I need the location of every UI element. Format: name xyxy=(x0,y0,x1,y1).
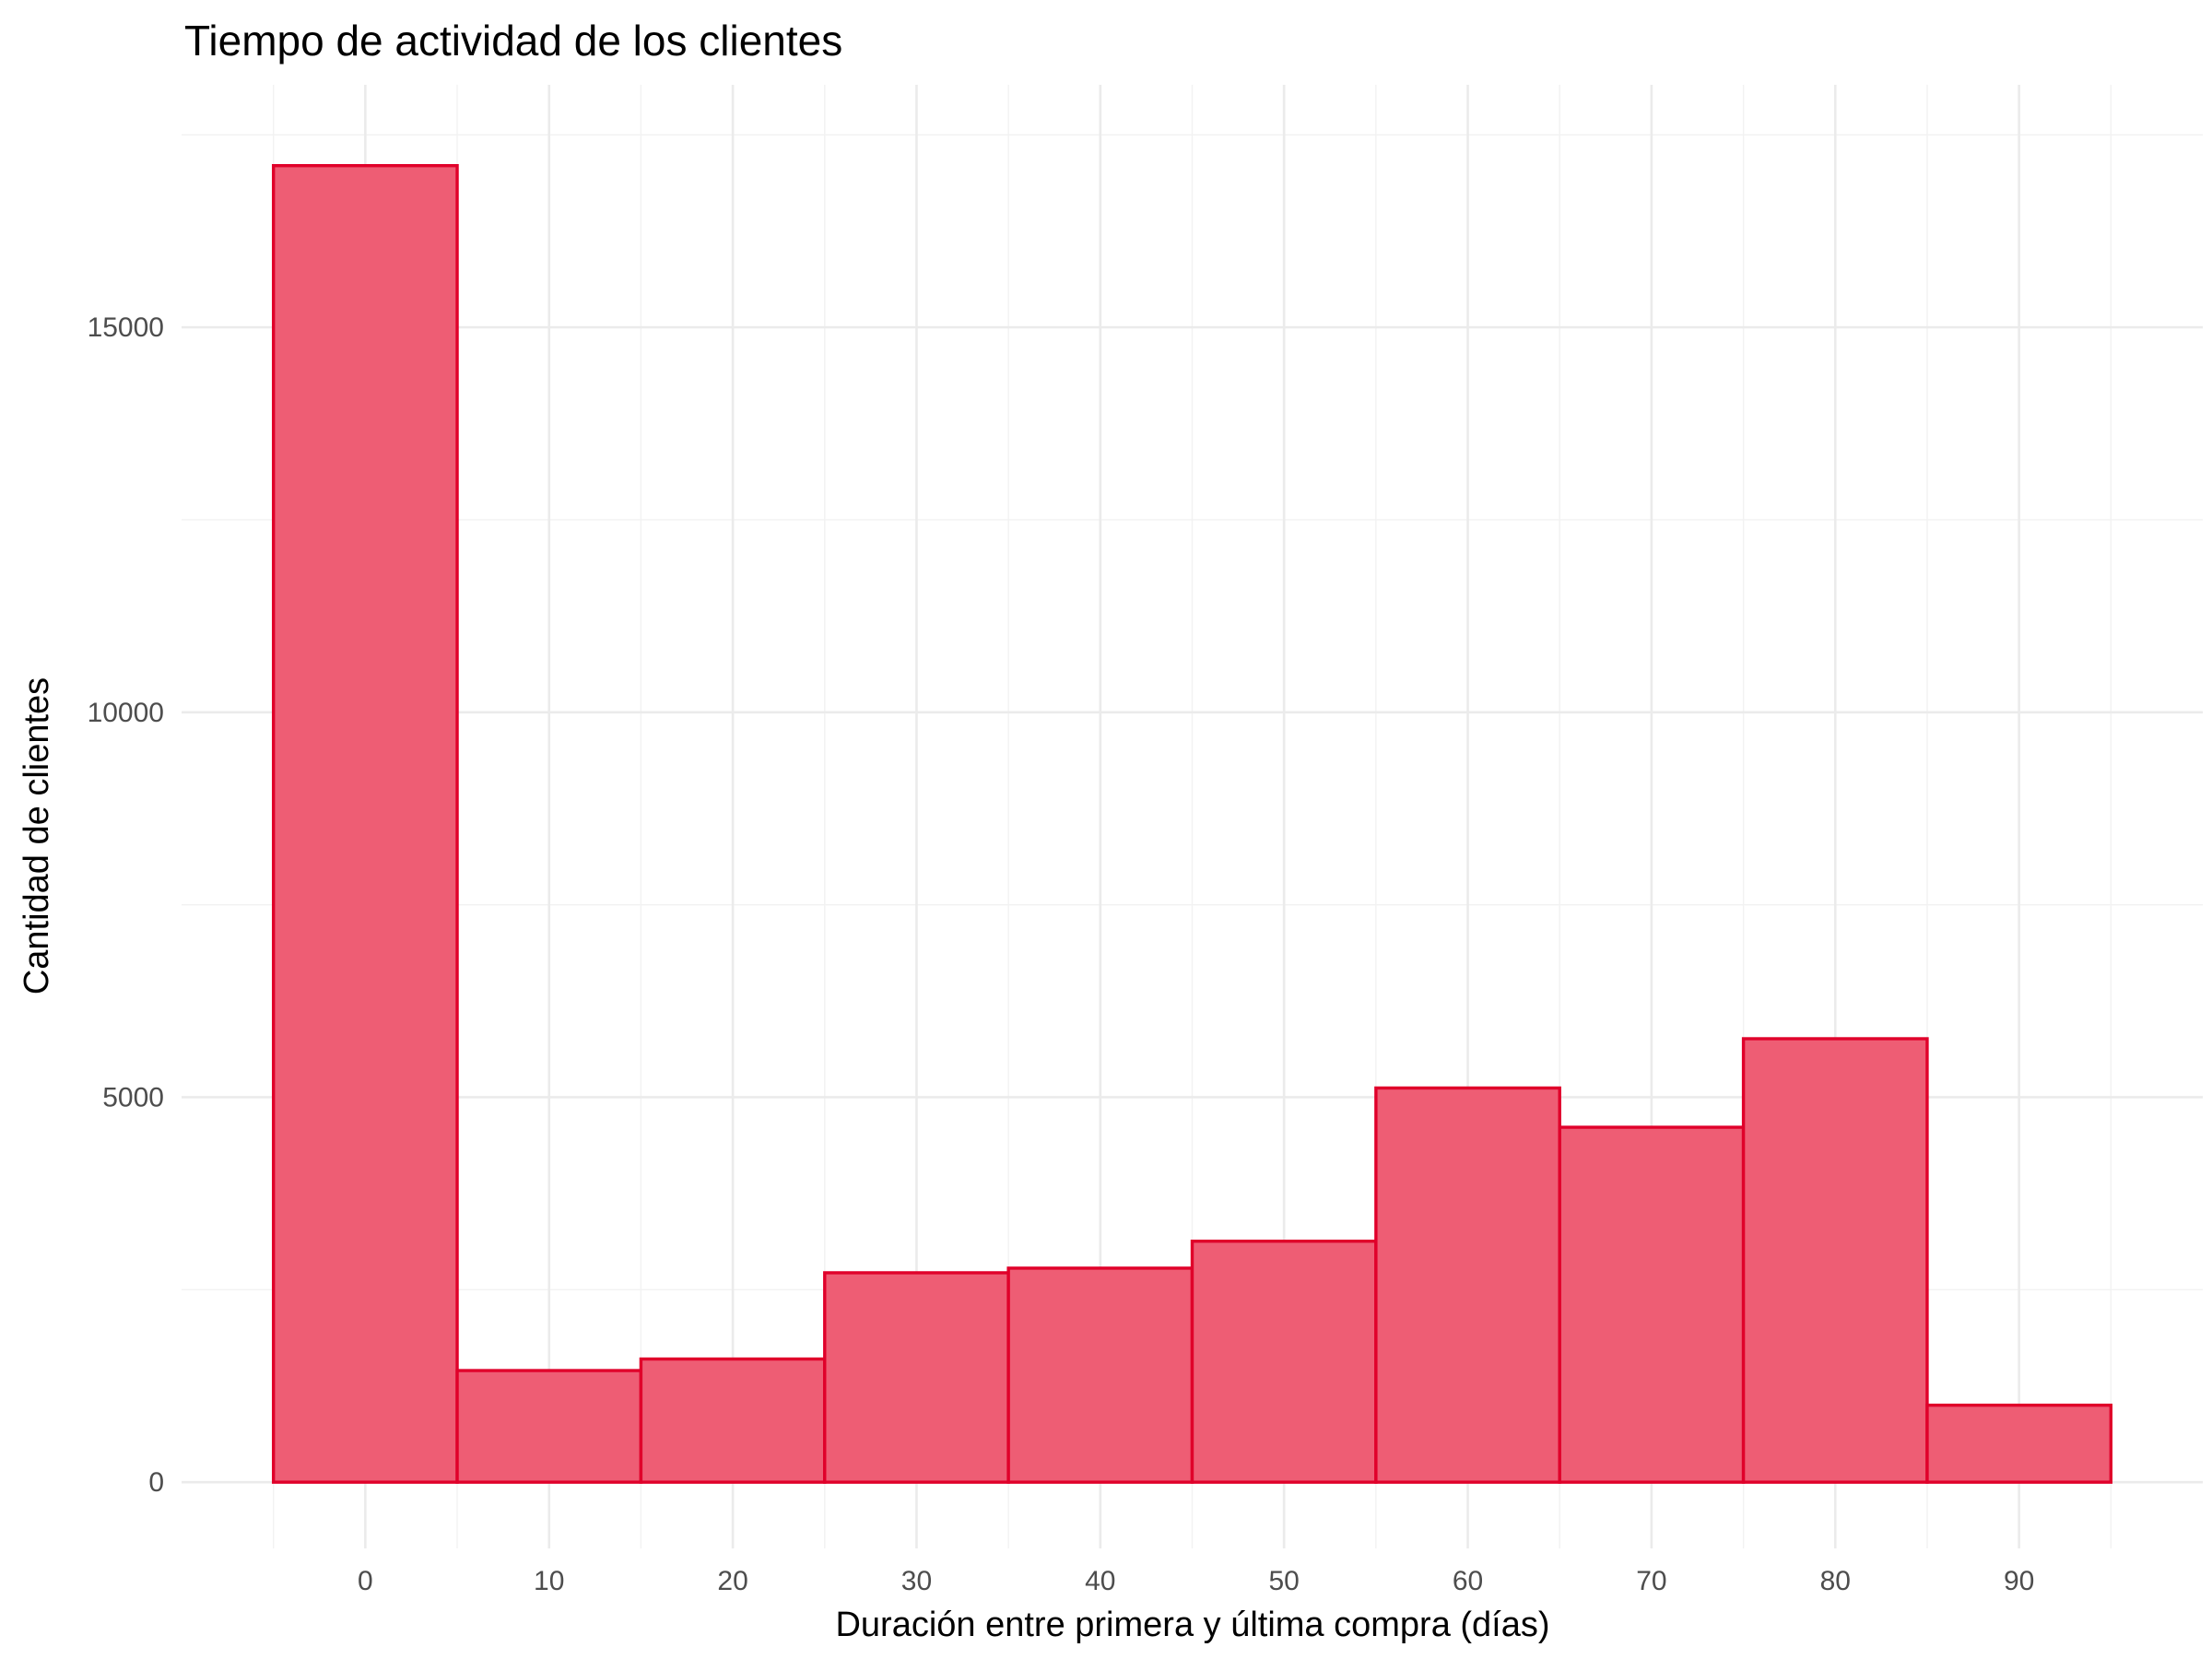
x-tick-label: 70 xyxy=(1636,1566,1666,1596)
x-tick-label: 50 xyxy=(1268,1566,1299,1596)
y-tick-label: 10000 xyxy=(88,698,164,728)
histogram-bar xyxy=(1741,1037,1929,1484)
x-tick-label: 30 xyxy=(901,1566,932,1596)
histogram-bar xyxy=(1374,1086,1561,1484)
x-tick-label: 60 xyxy=(1453,1566,1483,1596)
y-axis-title: Cantidad de clientes xyxy=(18,677,56,994)
histogram-bars xyxy=(271,164,2113,1484)
x-axis-tick-labels: 0 10 20 30 40 50 60 70 80 90 xyxy=(358,1566,2034,1596)
histogram-bar xyxy=(1558,1125,1746,1484)
histogram-bar xyxy=(823,1271,1010,1484)
histogram-bar xyxy=(1190,1239,1378,1484)
y-tick-label: 0 xyxy=(148,1467,164,1498)
y-tick-label: 15000 xyxy=(88,312,164,343)
x-tick-label: 0 xyxy=(358,1566,373,1596)
x-tick-label: 80 xyxy=(1820,1566,1851,1596)
histogram-bar xyxy=(1006,1266,1194,1484)
x-tick-label: 20 xyxy=(717,1566,747,1596)
x-tick-label: 40 xyxy=(1085,1566,1115,1596)
y-tick-label: 5000 xyxy=(102,1082,164,1112)
y-axis-tick-labels: 0 5000 10000 15000 xyxy=(88,312,164,1498)
chart-title: Tiempo de actividad de los clientes xyxy=(184,17,842,65)
x-tick-label: 10 xyxy=(534,1566,564,1596)
x-tick-label: 90 xyxy=(2004,1566,2034,1596)
histogram-bar xyxy=(639,1357,827,1484)
histogram-bar xyxy=(271,164,459,1484)
histogram-bar xyxy=(1925,1403,2113,1484)
x-axis-title: Duración entre primera y última compra (… xyxy=(835,1606,1549,1644)
histogram-bar xyxy=(455,1369,643,1484)
